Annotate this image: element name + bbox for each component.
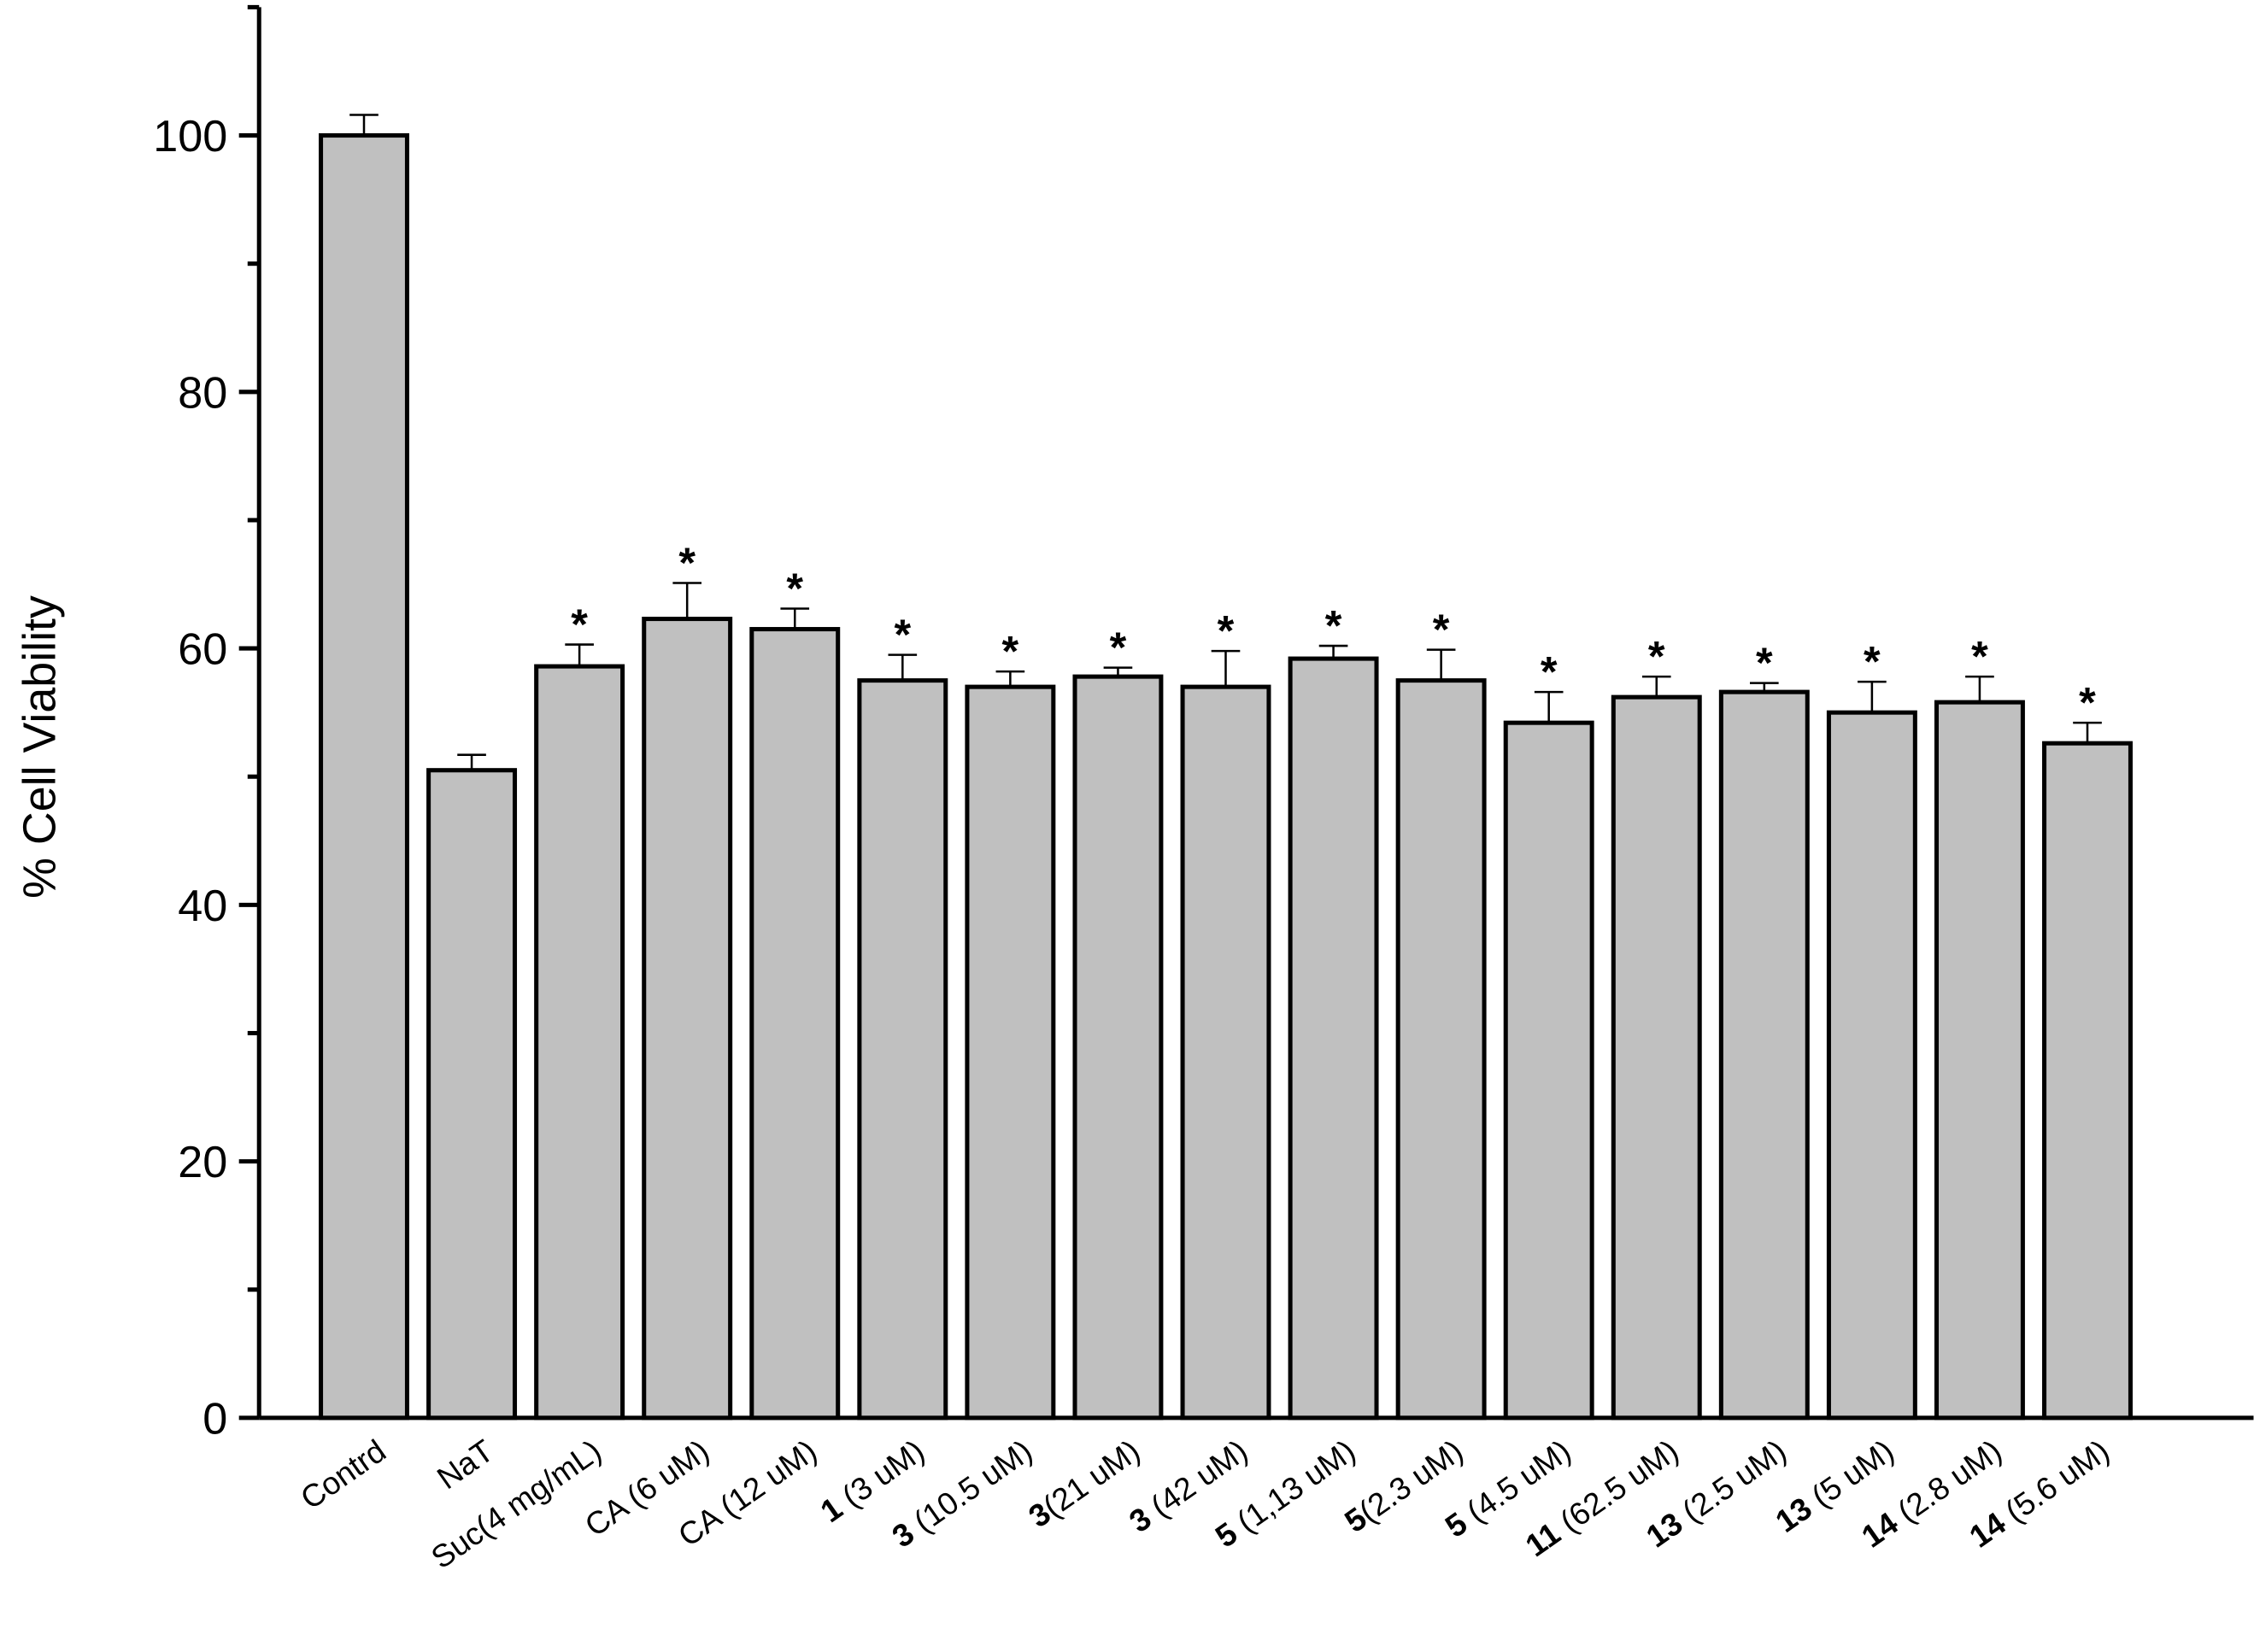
significance-marker: *: [1218, 606, 1235, 654]
significance-marker: *: [1648, 631, 1665, 680]
bar: [534, 664, 625, 1421]
significance-marker: *: [1110, 623, 1127, 671]
significance-marker: *: [1541, 647, 1558, 695]
bar: [1934, 700, 2025, 1421]
y-tick-label: 80: [178, 368, 227, 418]
x-tick-label: 3(21 uM): [1023, 1433, 1147, 1534]
bar: [1395, 678, 1487, 1421]
significance-marker: *: [1756, 638, 1773, 687]
bar: [1718, 689, 1810, 1421]
significance-marker: *: [786, 564, 803, 612]
bar: [1611, 694, 1702, 1421]
bar: [965, 684, 1056, 1421]
significance-marker: *: [2079, 677, 2096, 726]
x-tick-label-condition: (2.5 uM): [1669, 1433, 1793, 1534]
y-tick-label: 0: [203, 1394, 227, 1444]
y-tick-label: 40: [178, 882, 227, 931]
significance-marker: *: [1325, 600, 1342, 649]
significance-marker: *: [1971, 631, 1988, 680]
x-tick-label-condition: Contrd: [295, 1433, 392, 1516]
y-tick-label: 20: [178, 1138, 227, 1187]
bar: [1288, 656, 1379, 1421]
bar: [749, 627, 841, 1421]
bar: [1503, 720, 1594, 1421]
bar: [1180, 684, 1271, 1421]
bar: [1826, 710, 1917, 1421]
bar: [642, 617, 733, 1421]
bar: [426, 768, 518, 1421]
x-tick-label-condition: NaT: [431, 1433, 500, 1497]
significance-marker: *: [894, 610, 911, 659]
x-tick-label-condition: (5.6 uM): [1992, 1433, 2116, 1534]
y-tick-label: 60: [178, 625, 227, 675]
x-tick-label: NaT: [431, 1433, 500, 1497]
x-tick-label: Contrd: [295, 1433, 392, 1516]
significance-marker: *: [1864, 636, 1881, 685]
bar: [319, 133, 409, 1421]
bar: [1072, 674, 1164, 1421]
bar: [857, 678, 948, 1421]
significance-marker: *: [678, 538, 696, 587]
y-axis-label: % Cell Viability: [14, 595, 65, 899]
significance-marker: *: [1433, 605, 1450, 653]
y-tick-label: 100: [153, 112, 227, 161]
bar: [2042, 741, 2133, 1421]
significance-marker: *: [571, 600, 588, 648]
significance-marker: *: [1002, 626, 1019, 675]
